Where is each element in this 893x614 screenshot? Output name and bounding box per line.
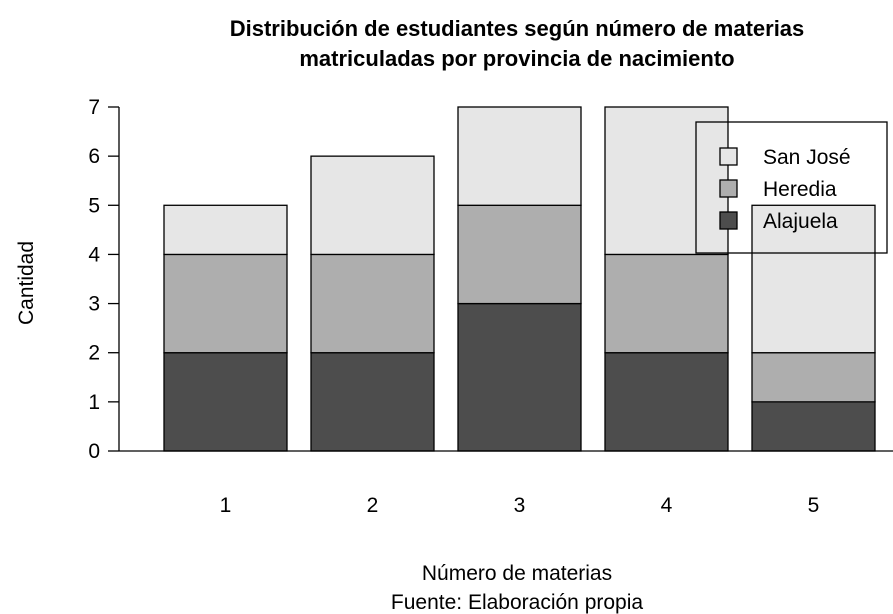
y-tick-label: 0 (88, 440, 100, 463)
bar-san-jos--3 (457, 106, 582, 206)
bar-san-jos--1 (163, 204, 288, 256)
x-tick-label: 1 (220, 494, 232, 517)
legend-label: Alajuela (763, 210, 838, 233)
bar-alajuela-4 (604, 352, 729, 452)
bar-heredia-3 (457, 204, 582, 305)
y-tick-label: 6 (88, 145, 100, 168)
bar-alajuela-5 (751, 401, 876, 452)
x-tick-label: 4 (661, 494, 673, 517)
y-tick-label: 3 (88, 293, 100, 316)
y-tick-label: 5 (88, 194, 100, 217)
y-tick-label: 7 (88, 96, 100, 119)
x-tick-label: 5 (808, 494, 820, 517)
bar-alajuela-3 (457, 302, 582, 452)
y-tick-label: 1 (88, 391, 100, 414)
legend-box (695, 121, 888, 254)
bar-heredia-2 (310, 253, 435, 354)
chart-title-line-2: matriculadas por provincia de nacimiento (299, 46, 734, 71)
y-axis-label: Cantidad (15, 241, 38, 325)
bar-alajuela-1 (163, 352, 288, 452)
legend-swatch (719, 179, 738, 198)
bar-heredia-4 (604, 253, 729, 354)
x-axis-label: Número de materias (422, 562, 612, 585)
legend-label: San José (763, 146, 851, 169)
chart-title-line-1: Distribución de estudiantes según número… (230, 16, 805, 41)
x-tick-label: 3 (514, 494, 526, 517)
bar-san-jos--2 (310, 155, 435, 256)
bar-san-jos--5 (751, 204, 876, 354)
chart-caption: Fuente: Elaboración propia (391, 591, 643, 614)
legend-swatch (719, 147, 738, 166)
legend-label: Heredia (763, 178, 837, 201)
legend-swatch (719, 211, 738, 230)
y-axis: 0 1 2 3 4 5 6 7 (88, 96, 120, 463)
x-tick-label: 2 (367, 494, 379, 517)
bar-heredia-1 (163, 253, 288, 354)
bar-alajuela-2 (310, 352, 435, 452)
y-tick-label: 4 (88, 243, 100, 266)
legend: San José Heredia Alajuela (695, 121, 888, 254)
bar-san-jos--4 (604, 106, 729, 256)
bars-group (163, 106, 876, 452)
x-axis: 1 2 3 4 5 (119, 450, 893, 517)
y-tick-label: 2 (88, 342, 100, 365)
bar-heredia-5 (751, 352, 876, 403)
